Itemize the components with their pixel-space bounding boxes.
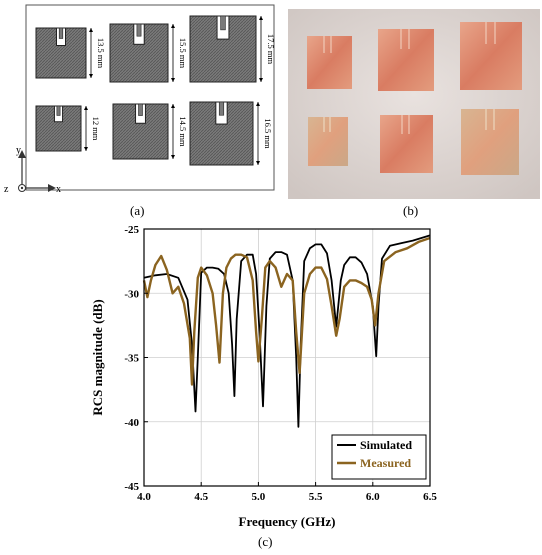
patch-dimension-label: 16.5 mm xyxy=(263,118,273,149)
sample-photo-2 xyxy=(378,29,434,91)
x-tick-label: 4.5 xyxy=(194,491,208,503)
schematic-svg: 13.5 mm 15.5 mm 17.5 mm 12 mm 14.5 mm 16.5 mm… xyxy=(4,4,276,195)
panel-c-chart: 4.0 4.5 5.0 5.5 6.0 6.5 -45 -40 -35 -30 -25 Freque… xyxy=(90,215,440,550)
chart-legend: Simulated Measured xyxy=(331,434,427,480)
patch-drawing-4: 12 mm xyxy=(35,105,101,152)
axis-x-label: x xyxy=(56,184,61,195)
panel-a-schematic: 13.5 mm 15.5 mm 17.5 mm 12 mm 14.5 mm 16.5 mm… xyxy=(0,0,285,210)
y-axis-label: RCS magnitude (dB) xyxy=(90,299,105,415)
rcs-chart: 4.0 4.5 5.0 5.5 6.0 6.5 -45 -40 -35 -30 -25 Freque… xyxy=(90,224,437,529)
y-tick-label: -45 xyxy=(124,481,139,493)
panel-b-photo xyxy=(288,9,540,199)
patch-drawing-6: 16.5 mm xyxy=(189,101,273,166)
series-line-simulated xyxy=(143,234,431,428)
x-axis-label: Frequency (GHz) xyxy=(239,514,336,529)
series-line-measured xyxy=(142,236,431,386)
patch-drawing-2: 15.5 mm xyxy=(109,23,188,83)
axis-y-label: y xyxy=(16,145,21,156)
patch-dimension-label: 13.5 mm xyxy=(96,38,106,69)
x-tick-label: 5.0 xyxy=(252,491,266,503)
x-tick-label: 6.5 xyxy=(423,491,437,503)
patch-dimension-label: 14.5 mm xyxy=(178,116,188,147)
sample-photo-1 xyxy=(307,36,352,89)
x-tick-label: 6.0 xyxy=(366,491,380,503)
y-tick-label: -40 xyxy=(124,417,139,429)
sample-photo-3 xyxy=(460,22,522,90)
legend-box xyxy=(331,434,427,480)
label-a: (a) xyxy=(130,203,145,218)
patch-dimension-label: 17.5 mm xyxy=(266,34,276,65)
y-tick-label: -35 xyxy=(124,353,139,365)
patch-drawing-1: 13.5 mm xyxy=(35,27,106,79)
sample-photo-4 xyxy=(308,117,348,166)
sample-photo-6 xyxy=(461,109,519,175)
legend-label: Measured xyxy=(360,456,411,470)
photo-svg xyxy=(288,9,540,199)
patch-drawing-3: 17.5 mm xyxy=(189,15,276,83)
patch-dimension-label: 12 mm xyxy=(91,117,101,141)
y-tick-label: -25 xyxy=(124,224,139,236)
label-c: (c) xyxy=(258,534,273,549)
y-tick-label: -30 xyxy=(124,288,139,300)
axis-z-label: z xyxy=(4,184,9,195)
sample-photo-5 xyxy=(380,115,433,173)
coordinate-axes xyxy=(18,150,56,192)
legend-label: Simulated xyxy=(360,438,412,452)
label-b: (b) xyxy=(403,203,419,218)
x-tick-label: 4.0 xyxy=(137,491,151,503)
patch-drawing-5: 14.5 mm xyxy=(112,103,188,160)
x-tick-label: 5.5 xyxy=(309,491,323,503)
patch-dimension-label: 15.5 mm xyxy=(178,38,188,69)
